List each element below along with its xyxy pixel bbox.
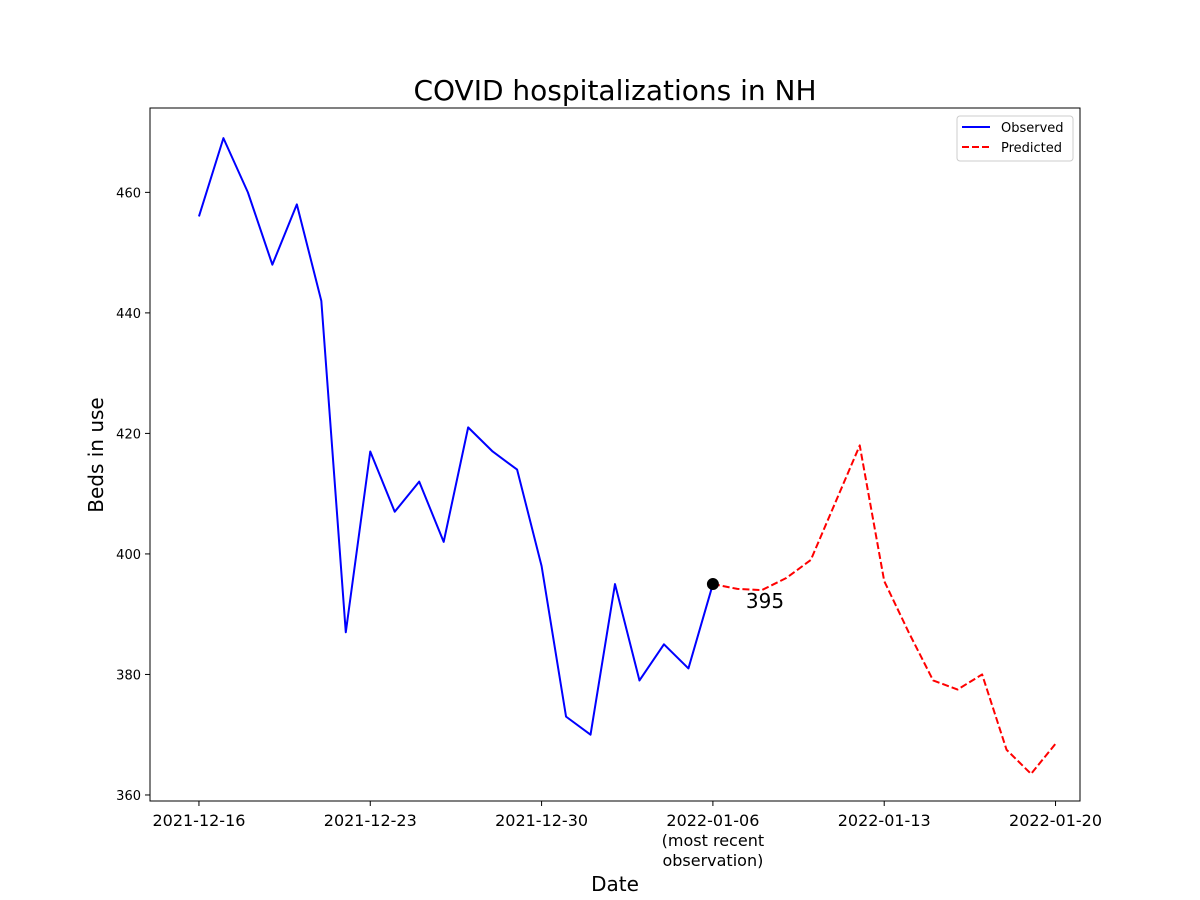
last-observation-point	[706, 578, 719, 591]
x-tick-label: 2022-01-13	[838, 811, 931, 830]
y-tick-label: 380	[116, 668, 141, 683]
x-tick-label: 2021-12-23	[324, 811, 417, 830]
y-tick-label: 460	[116, 186, 141, 201]
last-observation-label: 395	[746, 589, 784, 613]
chart-title: COVID hospitalizations in NH	[413, 74, 816, 107]
x-tick-label: 2021-12-30	[495, 811, 588, 830]
x-axis-label: Date	[591, 872, 639, 896]
x-tick-label: 2022-01-06 (most recent observation)	[662, 811, 764, 870]
y-axis-label: Beds in use	[84, 397, 108, 513]
legend-label-predicted: Predicted	[1001, 141, 1062, 156]
x-tick-label: 2022-01-20	[1009, 811, 1102, 830]
y-tick-label: 400	[116, 548, 141, 563]
plot-frame	[149, 107, 1081, 802]
legend: Observed Predicted	[956, 115, 1074, 162]
y-tick-label: 440	[116, 307, 141, 322]
x-tick-label: 2021-12-16	[152, 811, 245, 830]
series-line-observed	[197, 137, 714, 736]
legend-label-observed: Observed	[1001, 121, 1064, 136]
y-tick-label: 360	[116, 789, 141, 804]
y-tick-label: 420	[116, 427, 141, 442]
